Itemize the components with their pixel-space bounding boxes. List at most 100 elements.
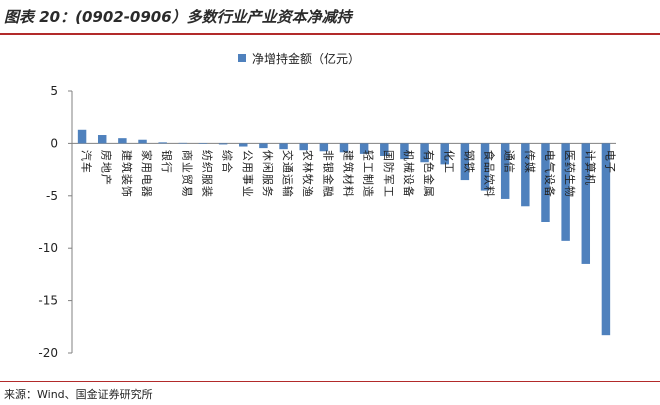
category-label: 房地产 [100, 150, 114, 185]
category-label-glyph: 材 [342, 174, 356, 185]
bar [239, 143, 248, 147]
y-axis: 5 0 -5 -10 -15 -20 [38, 84, 616, 360]
category-label-glyph: 属 [422, 186, 435, 197]
category-label-glyph: 通 [281, 162, 294, 173]
bar [601, 143, 611, 336]
category-label-glyph: 非 [321, 150, 334, 161]
category-label-glyph: 国 [382, 150, 395, 161]
category-label-glyph: 用 [140, 162, 153, 173]
bar [158, 142, 167, 144]
bar [541, 143, 550, 222]
category-label-glyph: 渔 [301, 186, 314, 197]
category-label-glyph: 品 [483, 162, 496, 173]
bar [521, 143, 530, 207]
category-label-glyph: 产 [100, 174, 114, 185]
category-label-glyph: 房 [100, 150, 113, 161]
category-label: 汽车 [80, 150, 94, 173]
category-label-glyph: 军 [382, 174, 395, 185]
category-label-glyph: 铁 [462, 162, 475, 173]
category-label-glyph: 机 [402, 150, 416, 161]
category-label-glyph: 机 [583, 174, 597, 185]
source-rule [0, 381, 660, 382]
y-tick-label: 5 [50, 84, 58, 98]
category-label-glyph: 综 [221, 150, 235, 161]
category-label-glyph: 建 [120, 150, 134, 161]
category-label-glyph: 算 [583, 162, 597, 173]
category-label-glyph: 物 [563, 186, 577, 197]
category-label-glyph: 料 [483, 186, 497, 197]
category-label-glyph: 制 [362, 174, 375, 185]
bar [480, 143, 490, 191]
category-label-glyph: 设 [543, 174, 556, 185]
category-label-glyph: 行 [160, 162, 173, 173]
category-label: 化工 [442, 150, 456, 173]
category-label-glyph: 色 [422, 162, 436, 173]
bar [460, 143, 470, 181]
category-label-glyph: 生 [563, 174, 577, 185]
category-label-glyph: 子 [603, 162, 616, 173]
category-label-glyph: 牧 [301, 174, 315, 185]
category-label-glyph: 工 [362, 162, 375, 173]
category-label-glyph: 汽 [80, 150, 94, 161]
category-label-glyph: 林 [301, 162, 315, 173]
bar [198, 143, 208, 144]
category-label-glyph: 业 [180, 162, 193, 173]
category-label-glyph: 装 [200, 186, 213, 197]
y-tick-label: -10 [38, 241, 58, 255]
category-label-glyph: 械 [402, 162, 416, 173]
category-label-glyph: 用 [241, 162, 254, 173]
category-label-glyph: 轻 [362, 150, 376, 161]
category-label-glyph: 运 [281, 174, 294, 185]
category-label-glyph: 工 [442, 162, 455, 173]
category-label: 钢铁 [462, 150, 475, 173]
bar [319, 143, 329, 152]
category-label-glyph: 传 [523, 150, 536, 161]
bar [380, 143, 389, 156]
title-bar: 图表 20：(0902-0906）多数行业产业资本净减持 [0, 0, 660, 35]
category-label-glyph: 药 [563, 162, 576, 173]
category-label-glyph: 料 [342, 186, 356, 197]
category-label-glyph: 筑 [120, 162, 134, 173]
category-label-glyph: 商 [180, 150, 194, 161]
y-tick-label: -15 [38, 294, 58, 308]
bar [97, 135, 107, 144]
category-labels: 汽车房地产建筑装饰家用电器银行商业贸易纺织服装综合公用事业休闲服务交通运输农林牧… [80, 150, 617, 197]
bar [359, 143, 369, 154]
category-label-glyph: 银 [160, 150, 174, 161]
figure-title: 图表 20：(0902-0906）多数行业产业资本净减持 [4, 8, 352, 26]
category-label-glyph: 金 [321, 174, 335, 185]
category-label-glyph: 纺 [200, 150, 214, 161]
category-label: 电子 [603, 150, 616, 173]
category-label: 通信 [503, 150, 516, 173]
bar [138, 139, 147, 144]
bar [299, 143, 308, 151]
title-rule [0, 33, 660, 35]
category-label-glyph: 合 [221, 162, 235, 173]
bar [420, 143, 429, 163]
category-label-glyph: 筑 [342, 162, 356, 173]
category-label-glyph: 气 [543, 162, 557, 173]
y-tick-label: 0 [50, 136, 58, 150]
category-label-glyph: 贸 [180, 174, 193, 185]
category-label-glyph: 食 [483, 150, 497, 161]
category-label-glyph: 有 [422, 150, 436, 161]
category-label-glyph: 备 [402, 186, 416, 197]
bar [561, 143, 570, 241]
bar [259, 143, 268, 149]
category-label-glyph: 服 [200, 174, 213, 185]
legend-label: 净增持金额（亿元） [252, 51, 360, 66]
bar [178, 142, 188, 144]
category-label-glyph: 银 [321, 162, 335, 173]
